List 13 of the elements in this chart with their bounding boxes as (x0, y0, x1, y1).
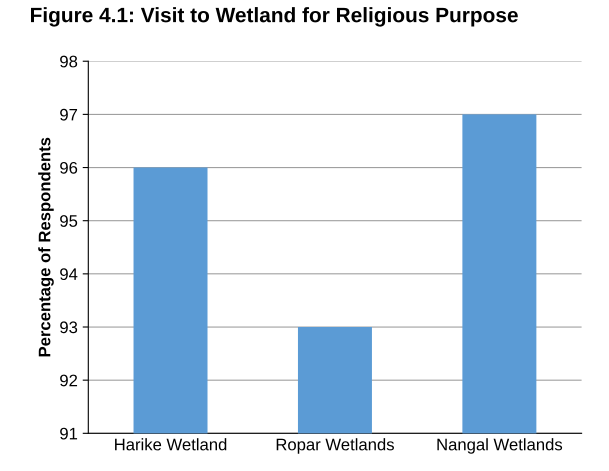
x-tick-label: Harike Wetland (115, 438, 226, 450)
x-tick-label: Nangal Wetlands (437, 438, 562, 454)
y-tick-label: 95 (60, 215, 78, 227)
y-tick-label: 97 (60, 108, 78, 121)
chart-title: Figure 4.1: Visit to Wetland for Religious Purpose (31, 7, 518, 27)
y-tick-label: 93 (60, 321, 78, 334)
y-tick-label: 91 (60, 428, 78, 440)
x-tick-label: Ropar Wetlands (276, 438, 394, 454)
y-tick-label: 92 (60, 374, 78, 386)
y-tick-label: 94 (60, 268, 78, 280)
y-tick-label: 98 (60, 56, 78, 68)
y-axis-title: Percentage of Respondents (38, 138, 54, 356)
y-tick-label: 96 (60, 162, 78, 174)
